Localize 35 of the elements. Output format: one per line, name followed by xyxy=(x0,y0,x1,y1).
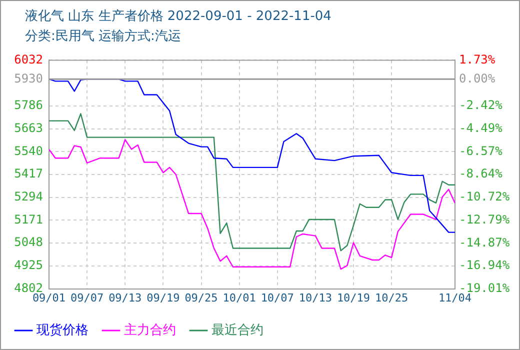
y2-tick-label: -14.87% xyxy=(459,235,510,250)
y2-tick-label: 1.73% xyxy=(459,52,496,66)
x-tick-label: 10/25 xyxy=(375,291,408,304)
y-tick-label: 5663 xyxy=(14,120,43,135)
y2-tick-label: 0.00% xyxy=(459,71,496,86)
y-tick-label: 5294 xyxy=(14,189,43,204)
y-tick-label: 4925 xyxy=(14,258,43,272)
legend-label: 最近合约 xyxy=(212,322,264,338)
x-tick-label: 09/01 xyxy=(32,291,66,304)
y2-tick-label: -12.79% xyxy=(459,212,510,226)
x-tick-label: 09/19 xyxy=(146,291,180,304)
y-tick-label: 5540 xyxy=(14,144,43,158)
x-tick-label: 09/07 xyxy=(70,291,104,304)
chart-subtitle: 分类:民用气 运输方式:汽运 xyxy=(25,28,182,46)
y-tick-label: 5786 xyxy=(14,98,43,112)
x-tick-label: 09/13 xyxy=(108,291,142,304)
chart-title: 液化气 山东 生产者价格 2022-09-01 - 2022-11-04 xyxy=(25,8,332,26)
x-tick-label: 10/07 xyxy=(260,291,294,304)
y2-tick-label: -4.49% xyxy=(459,120,504,135)
y2-tick-label: -16.94% xyxy=(459,258,510,272)
y-tick-label: 5417 xyxy=(14,166,43,181)
y-tick-label: 5171 xyxy=(14,212,43,226)
x-tick-label: 10/13 xyxy=(298,291,332,304)
legend-label: 主力合约 xyxy=(124,322,176,338)
y-tick-label: 5048 xyxy=(14,235,43,250)
x-tick-label: 10/19 xyxy=(336,291,370,304)
x-tick-label: 09/25 xyxy=(184,291,218,304)
y2-tick-label: -8.64% xyxy=(459,166,504,181)
y-tick-label: 5930 xyxy=(14,71,43,86)
x-tick-label: 10/01 xyxy=(222,291,256,304)
y2-tick-label: -2.42% xyxy=(459,98,504,112)
y2-tick-label: -6.57% xyxy=(459,144,504,158)
y-tick-label: 6032 xyxy=(14,52,43,66)
legend-label: 现货价格 xyxy=(36,322,88,338)
y2-tick-label: -10.72% xyxy=(459,190,510,204)
